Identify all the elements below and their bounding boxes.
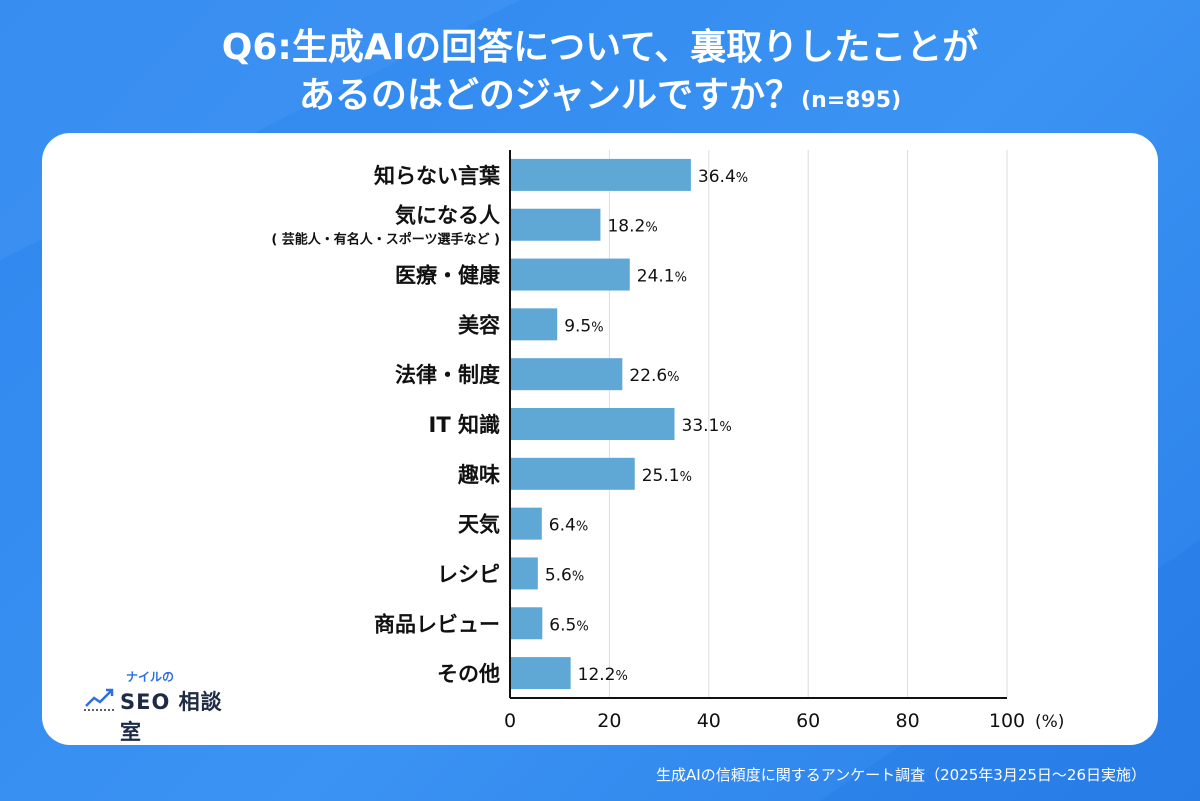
data-label: 22.6% [629,366,679,386]
category-label: 法律・制度 [395,363,500,387]
chart-card: 36.4% 知らない言葉 18.2% 気になる人 ( 芸能人・有名人・スポーツ選手など … [42,133,1158,745]
bar [510,507,542,540]
x-tick-label: 80 [896,710,920,732]
data-label: 33.1% [682,416,732,436]
data-label: 6.5% [549,615,588,635]
bar [510,607,543,640]
bar [510,457,635,490]
bar [510,358,623,391]
data-label: 36.4% [698,167,748,187]
x-tick-label: 40 [697,710,721,732]
x-tick-label: 20 [597,710,621,732]
category-label: その他 [437,662,500,686]
data-label: 18.2% [607,217,657,237]
logo-tagline: ナイルの [126,670,175,684]
data-label: 5.6% [545,565,584,585]
data-label: 9.5% [564,316,603,336]
x-tick-label: 60 [796,710,820,732]
data-label: 25.1% [642,466,692,486]
category-label: 気になる人 [395,204,500,228]
category-label: 知らない言葉 [374,164,501,188]
trend-chart-icon [84,688,116,711]
bar-chart: 36.4% 知らない言葉 18.2% 気になる人 ( 芸能人・有名人・スポーツ選手など … [271,150,1064,732]
chart-title-line2: あるのはどのジャンルですか？(n=895) [0,74,1200,123]
category-label: 天気 [458,513,500,537]
bar [510,308,558,341]
bar [510,408,675,440]
category-label: レシピ [437,562,500,586]
chart-title: Q6:生成AIの回答について、裏取りしたことが [221,27,979,68]
category-label: 商品レビュー [374,612,500,636]
bar [510,657,571,690]
logo-name: SEO 相談室 [120,690,223,744]
category-label: 美容 [458,313,500,337]
category-label: 趣味 [457,463,500,487]
chart-title-text: あるのはどのジャンルですか？ [298,75,802,116]
x-tick-label: 0 [504,710,516,732]
category-label: IT 知識 [429,413,500,437]
data-label: 12.2% [578,665,628,685]
bar [510,557,538,590]
x-tick-label: 100 [989,710,1025,732]
data-label: 24.1% [637,267,687,287]
source-note: 生成AIの信頼度に関するアンケート調査（2025年3月25日〜26日実施） [656,766,1146,784]
sample-size: (n=895) [801,88,902,113]
bar [510,208,601,241]
data-label: 6.4% [549,516,588,536]
x-axis-unit: (%) [1035,712,1064,732]
logo: ナイルの SEO 相談室 [82,666,242,744]
category-label: 医療・健康 [395,264,501,288]
bar [510,258,630,291]
bar [510,158,691,191]
category-sublabel: ( 芸能人・有名人・スポーツ選手など ) [271,232,500,248]
